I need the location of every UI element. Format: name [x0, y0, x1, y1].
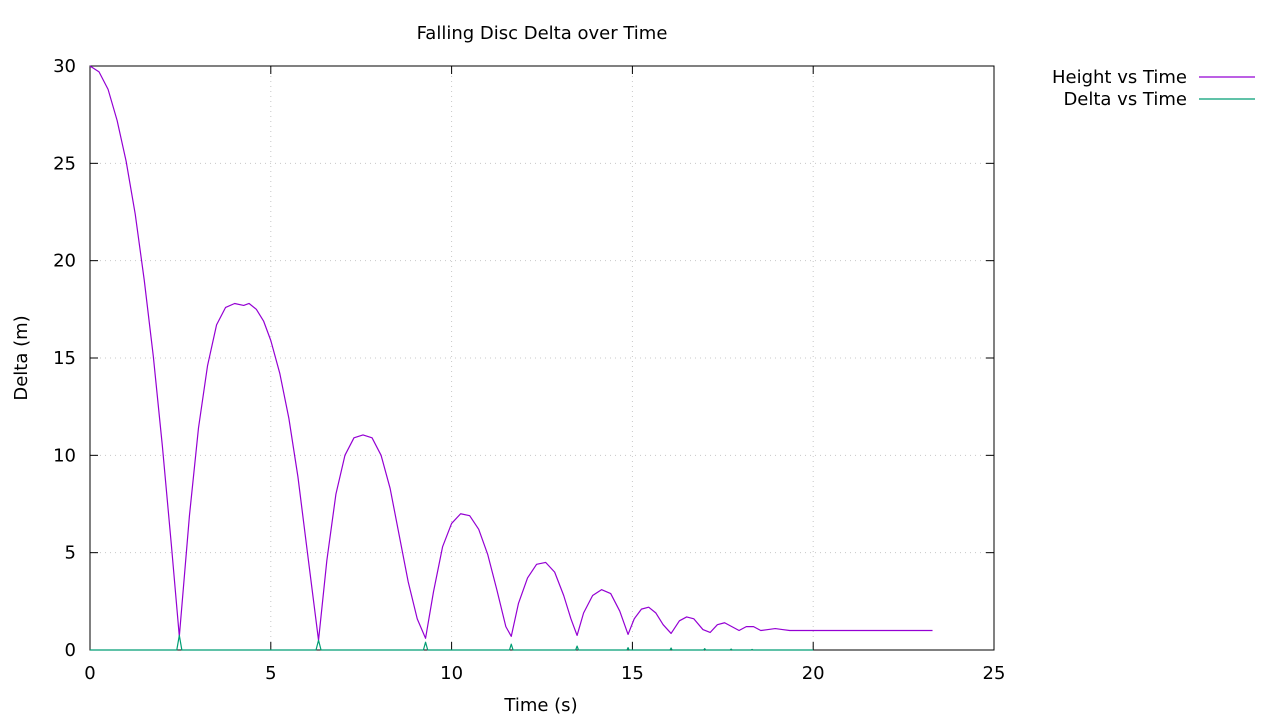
x-tick-label: 25 [983, 663, 1006, 684]
x-tick-labels: 0 5 10 15 20 25 [84, 663, 1005, 684]
x-tick-label: 15 [621, 663, 644, 684]
x-tick-label: 20 [802, 663, 825, 684]
y-tick-label: 20 [53, 251, 76, 272]
axis-ticks [89, 65, 995, 651]
chart-title: Falling Disc Delta over Time [417, 23, 668, 44]
y-tick-label: 15 [53, 348, 76, 369]
legend-entry-delta-vs-time: Delta vs Time [1063, 89, 1187, 110]
y-tick-labels: 0 5 10 15 20 25 30 [53, 56, 76, 661]
y-tick-label: 5 [65, 543, 76, 564]
x-tick-label: 10 [440, 663, 463, 684]
y-tick-label: 0 [65, 640, 76, 661]
grid [90, 66, 994, 650]
y-axis-label: Delta (m) [11, 315, 32, 400]
y-tick-label: 30 [53, 56, 76, 77]
series-layer [89, 65, 933, 651]
x-tick-label: 0 [84, 663, 95, 684]
y-tick-label: 25 [53, 153, 76, 174]
y-tick-label: 10 [53, 445, 76, 466]
legend-entry-height-vs-time: Height vs Time [1052, 67, 1187, 88]
series-line-delta-vs-time [90, 634, 814, 651]
x-axis-label: Time (s) [503, 695, 577, 716]
x-tick-label: 5 [265, 663, 276, 684]
series-line-height-vs-time [89, 65, 933, 641]
